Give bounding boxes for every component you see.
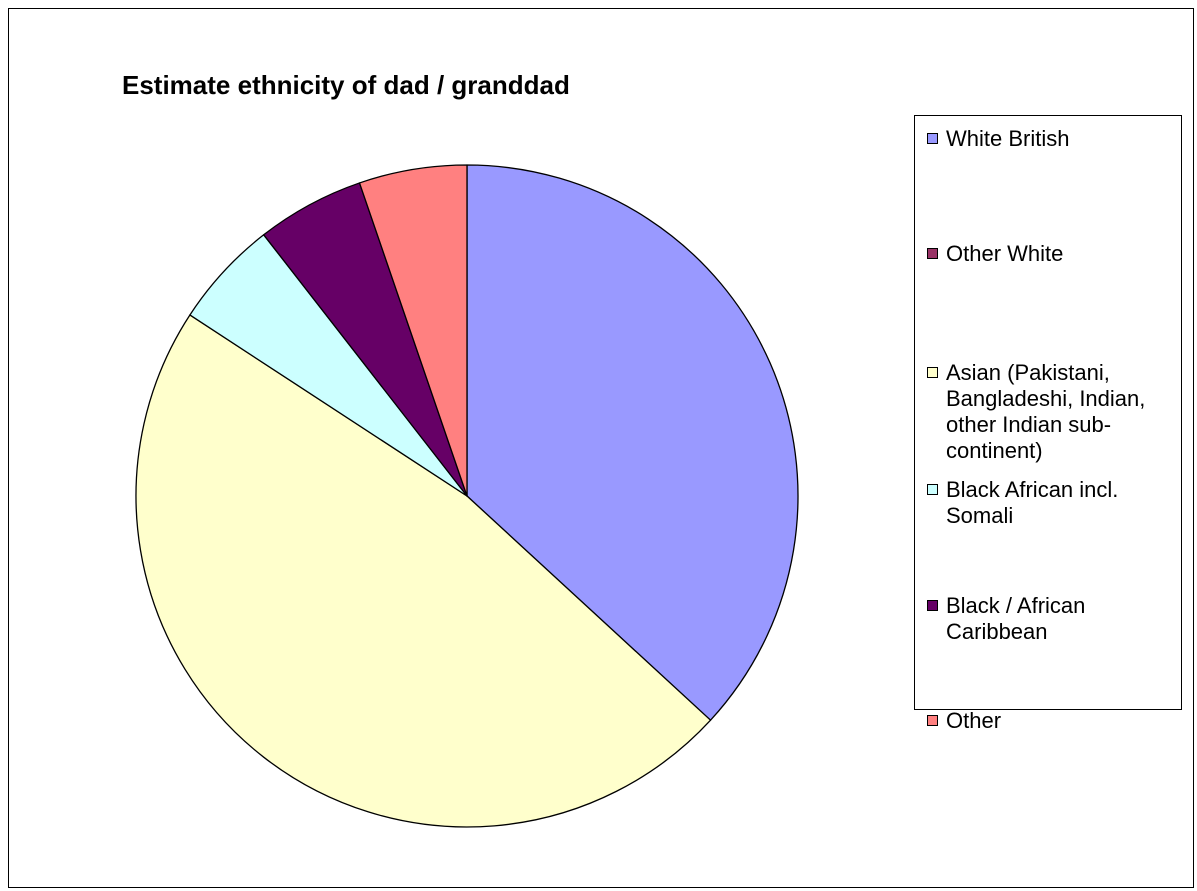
pie-slice-asian-pakistani-bangladeshi-indian-other-indian-sub-continent bbox=[135, 314, 712, 828]
legend-item: Other White bbox=[927, 241, 1179, 267]
legend-swatch bbox=[927, 367, 938, 378]
chart-title: Estimate ethnicity of dad / granddad bbox=[122, 70, 570, 100]
legend-item: Black / African Caribbean bbox=[927, 593, 1179, 645]
legend-label: Black African incl. Somali bbox=[946, 477, 1119, 528]
legend-label: Other White bbox=[946, 241, 1064, 266]
legend-swatch bbox=[927, 600, 938, 611]
chart-legend: White British Other White Asian (Pakistani… bbox=[914, 115, 1182, 733]
legend-swatch bbox=[927, 248, 938, 259]
legend-label: Other bbox=[946, 708, 1002, 733]
legend-swatch bbox=[927, 484, 938, 495]
legend-item: Asian (Pakistani, Bangladeshi, Indian, o… bbox=[927, 360, 1179, 464]
legend-swatch bbox=[927, 133, 938, 144]
legend-item: Other bbox=[927, 708, 1179, 734]
legend-swatch bbox=[927, 715, 938, 726]
legend-label: Asian (Pakistani, Bangladeshi, Indian, o… bbox=[946, 360, 1146, 463]
legend-item: White British bbox=[927, 126, 1179, 152]
pie-slice-other bbox=[358, 164, 468, 497]
legend-item: Black African incl. Somali bbox=[927, 477, 1179, 529]
legend-label: White British bbox=[946, 126, 1070, 151]
legend-label: Black / African Caribbean bbox=[946, 593, 1086, 644]
pie-slice-white-british bbox=[466, 164, 799, 721]
